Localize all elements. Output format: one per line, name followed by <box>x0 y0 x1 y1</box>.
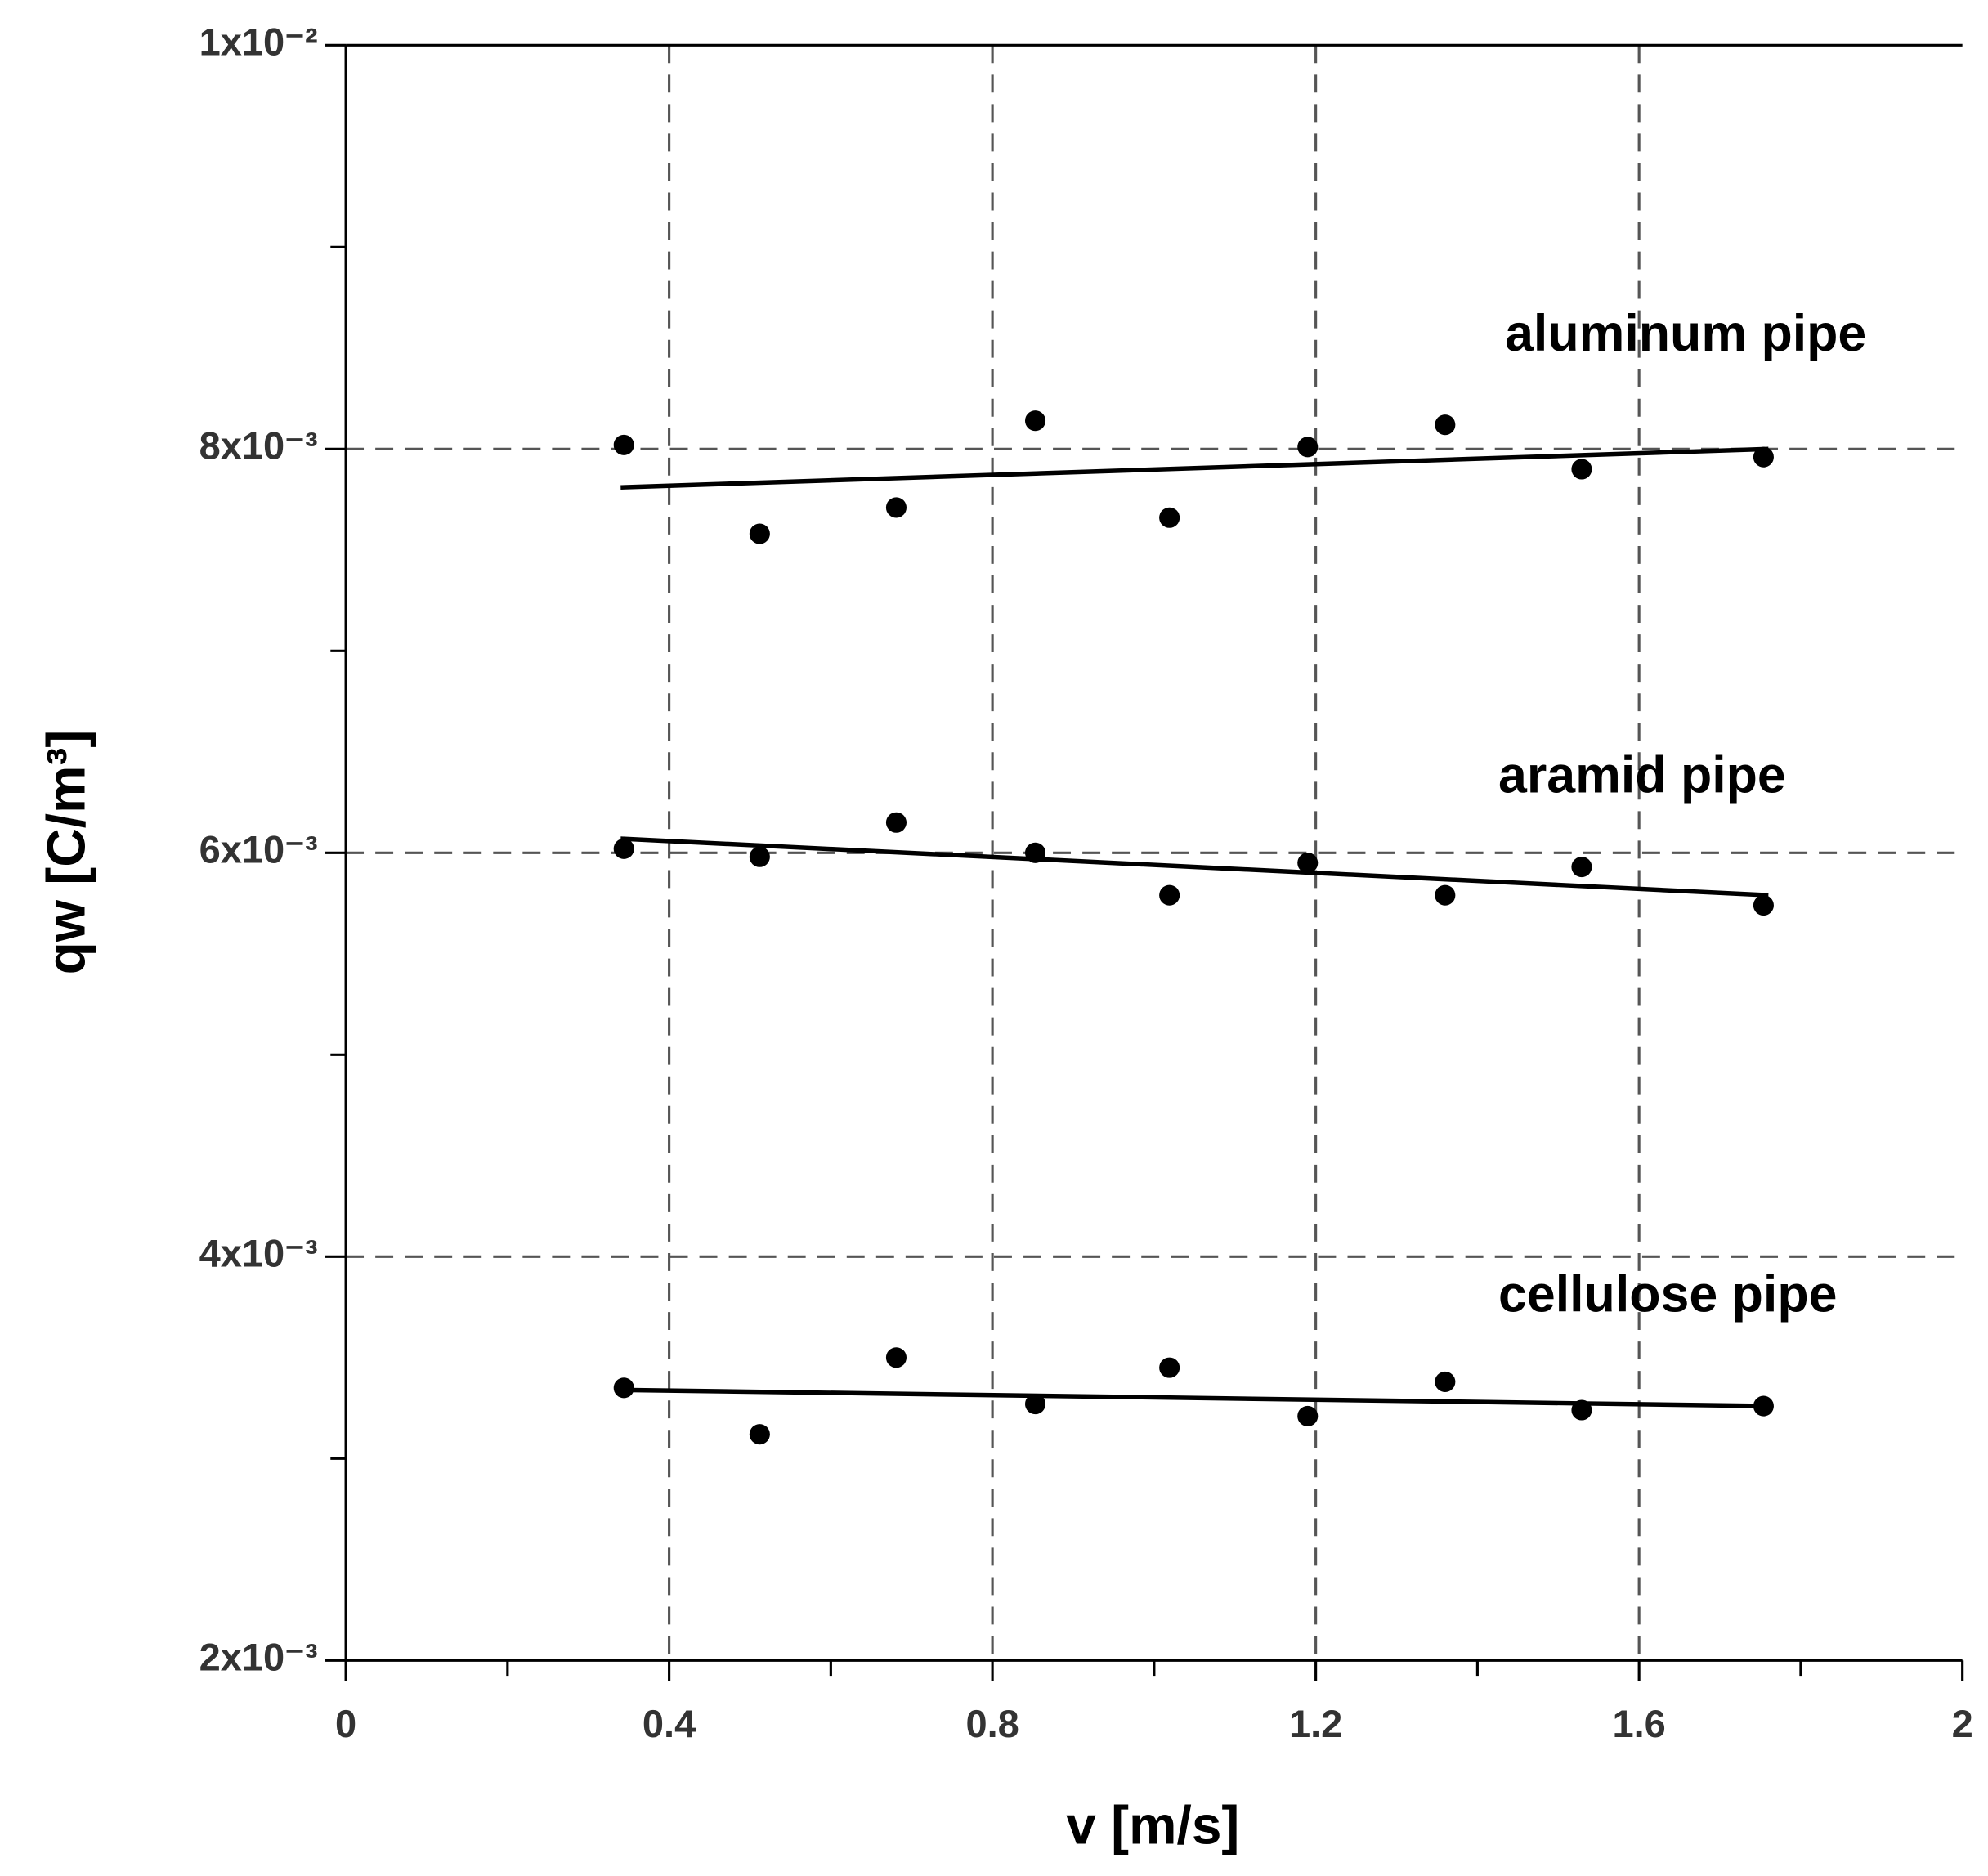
data-point <box>885 1347 907 1368</box>
fit-line <box>620 446 1769 490</box>
series-annotation: aramid pipe <box>1498 747 1786 804</box>
data-point <box>1753 446 1774 468</box>
series-annotation: aluminum pipe <box>1505 305 1866 362</box>
data-point <box>1297 1405 1319 1426</box>
data-point <box>1159 507 1180 528</box>
data-point <box>1024 410 1046 432</box>
y-tick-label: 2x10⁻³ <box>199 1636 318 1679</box>
data-point <box>1571 459 1592 480</box>
y-tick-label: 1x10⁻² <box>199 20 318 64</box>
data-point <box>613 838 634 859</box>
data-point <box>749 523 770 544</box>
data-point <box>1435 414 1456 436</box>
data-point <box>885 812 907 833</box>
x-tick-label: 1.6 <box>1612 1702 1665 1745</box>
data-point <box>1297 853 1319 874</box>
y-tick-label: 8x10⁻³ <box>199 424 318 468</box>
data-point <box>1571 857 1592 878</box>
data-point <box>1159 884 1180 906</box>
y-axis-label: qw [C/m³] <box>36 730 96 975</box>
data-point <box>1435 1371 1456 1392</box>
x-tick-label: 2 <box>1952 1702 1973 1745</box>
y-tick-label: 4x10⁻³ <box>199 1232 318 1275</box>
fit-line <box>620 836 1769 898</box>
series-annotation: cellulose pipe <box>1498 1265 1837 1323</box>
x-axis-label: v [m/s] <box>1066 1795 1239 1856</box>
data-point <box>613 434 634 455</box>
data-point <box>1297 437 1319 458</box>
y-tick-label: 6x10⁻³ <box>199 828 318 871</box>
data-point <box>1435 884 1456 906</box>
data-point <box>1753 894 1774 916</box>
fit-line <box>620 1387 1769 1408</box>
data-point <box>613 1377 634 1399</box>
data-point <box>749 846 770 867</box>
data-point <box>885 497 907 518</box>
data-point <box>749 1424 770 1445</box>
data-point <box>1159 1357 1180 1378</box>
x-tick-label: 0.4 <box>643 1702 696 1745</box>
x-tick-label: 1.2 <box>1289 1702 1342 1745</box>
data-point <box>1024 1394 1046 1415</box>
data-point <box>1024 842 1046 863</box>
data-point <box>1571 1399 1592 1421</box>
data-point <box>1753 1395 1774 1417</box>
x-tick-label: 0.8 <box>965 1702 1019 1745</box>
x-tick-label: 0 <box>335 1702 356 1745</box>
